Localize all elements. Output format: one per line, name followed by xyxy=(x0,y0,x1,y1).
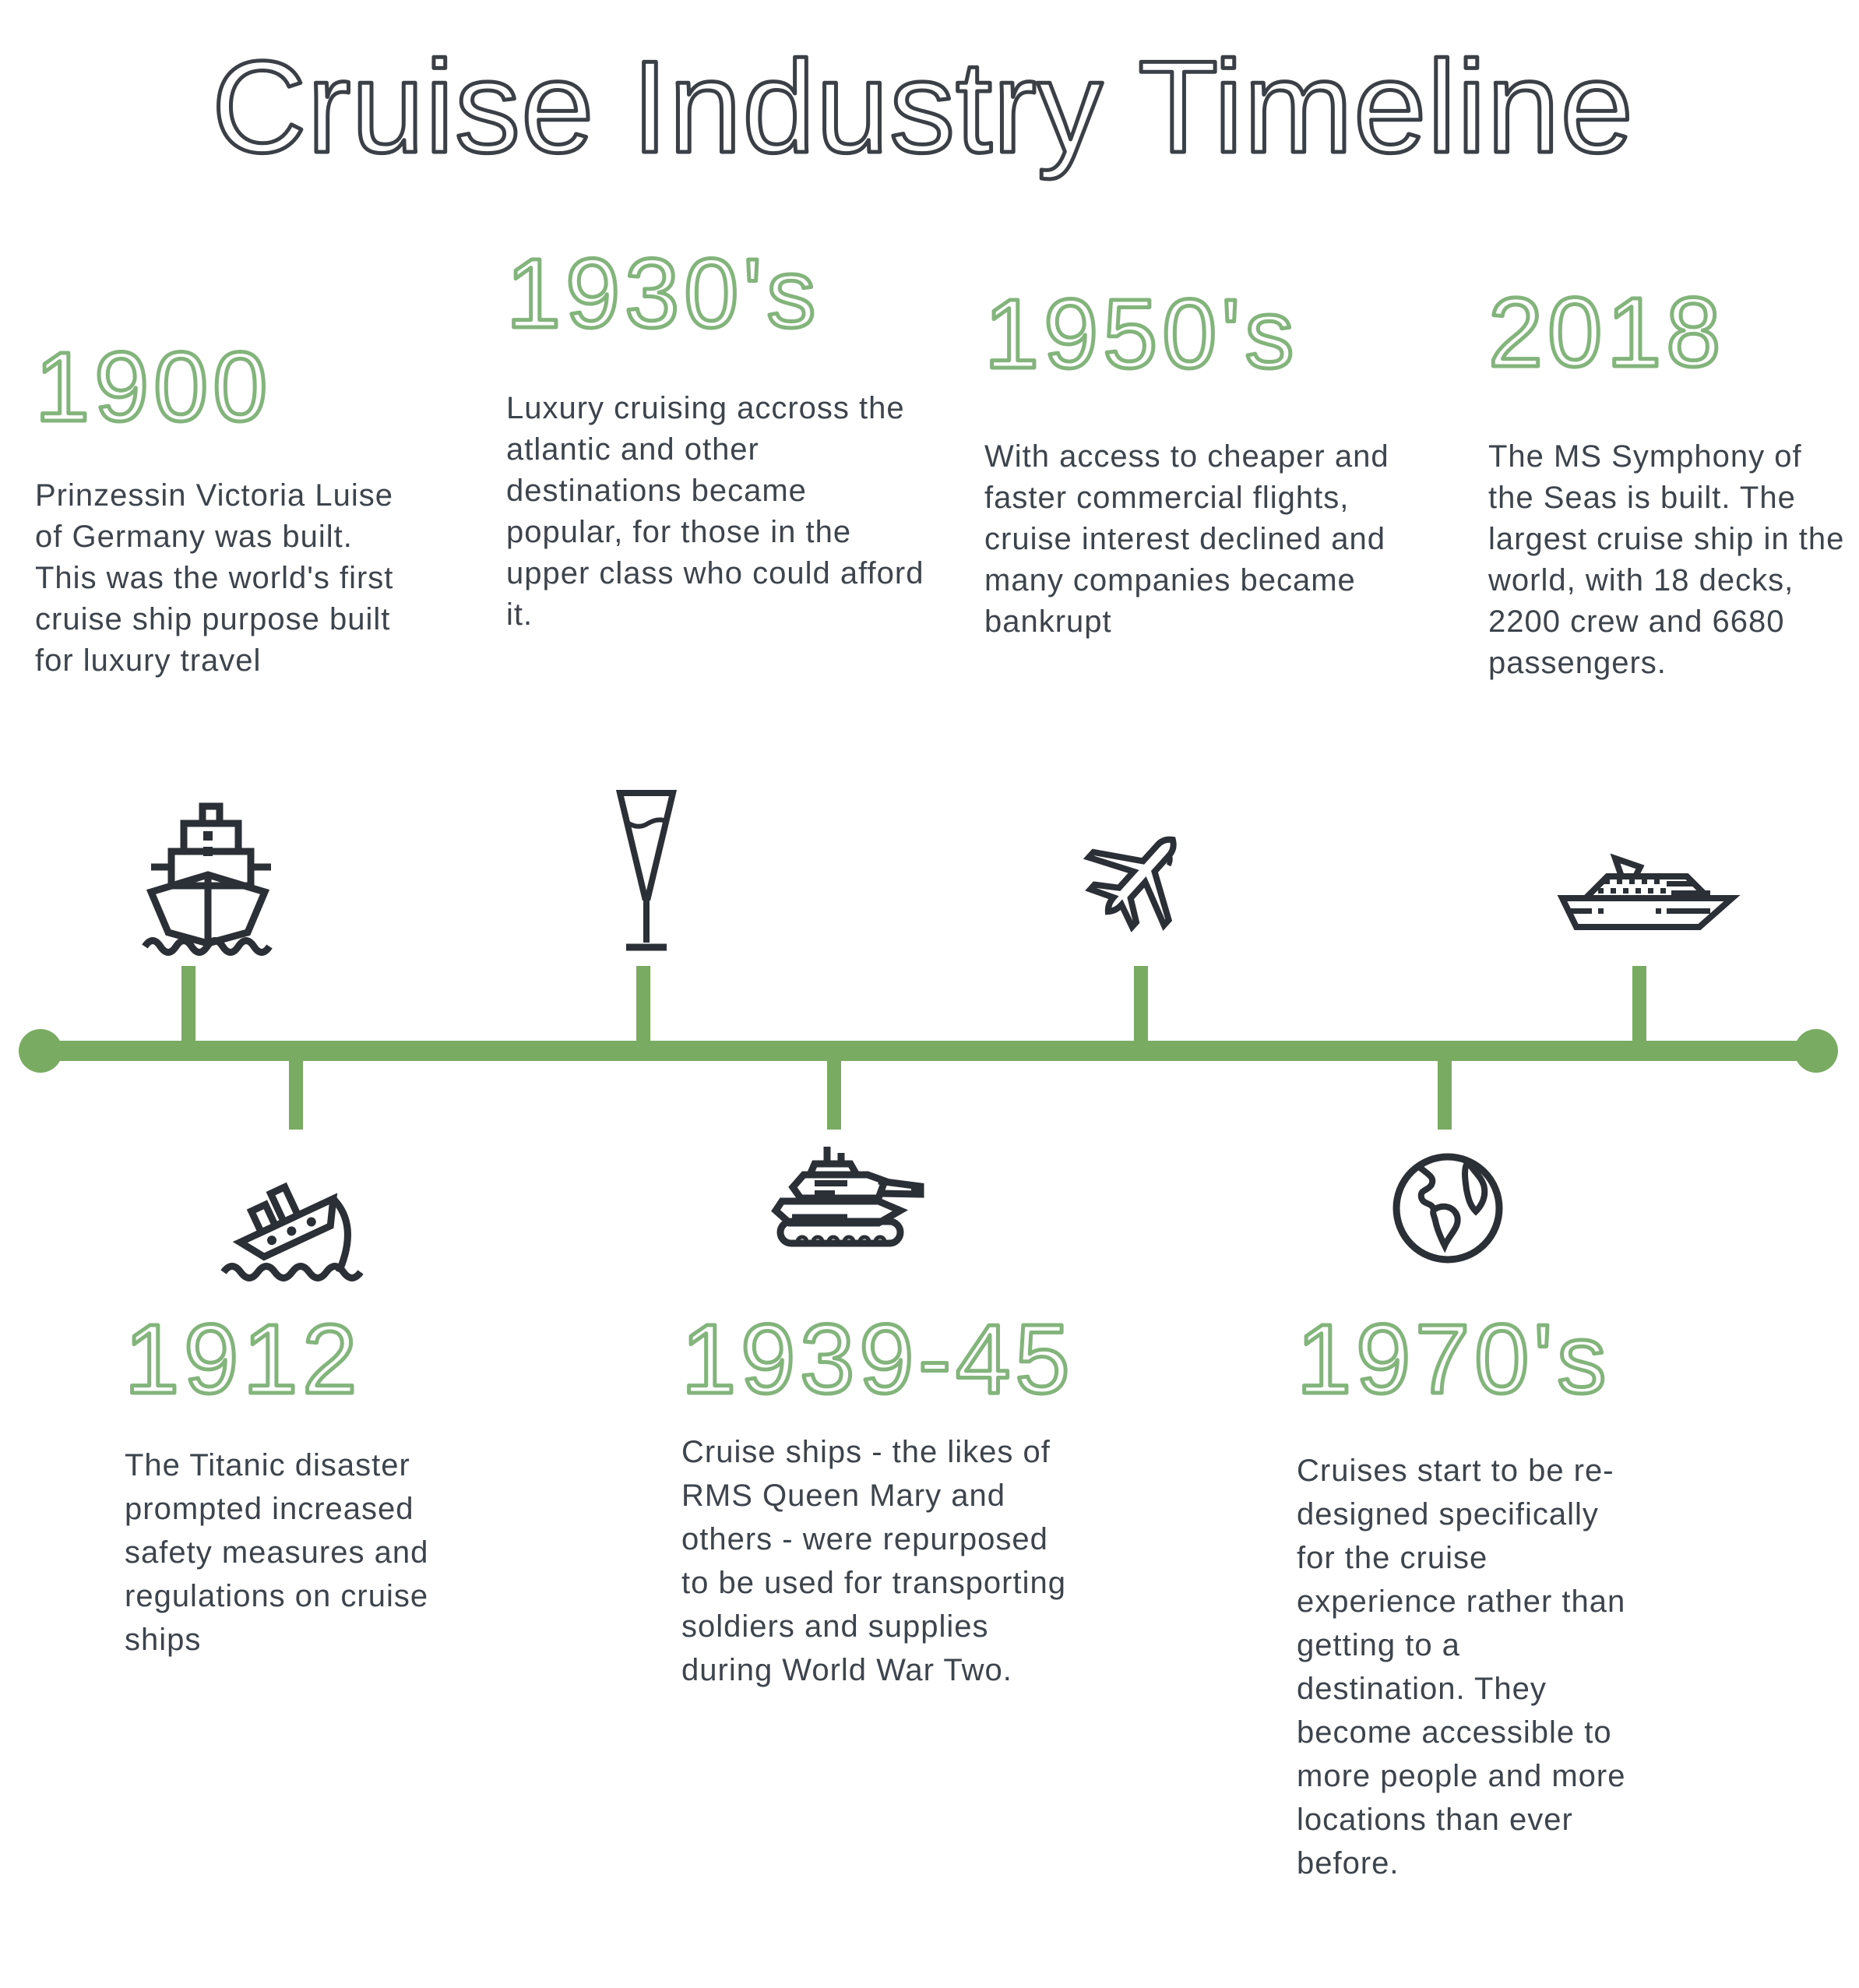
svg-text:1912: 1912 xyxy=(125,1304,361,1414)
svg-text:1930's: 1930's xyxy=(506,238,820,348)
tick-1930s xyxy=(636,966,650,1044)
tank-icon xyxy=(771,1147,924,1247)
page-title-text: Cruise Industry Timeline xyxy=(212,33,1634,180)
event-1970s: 1970's Cruises start to be re-designed s… xyxy=(1295,1299,1635,1885)
event-1930s-description: Luxury cruising accross the atlantic and… xyxy=(506,391,924,632)
timeline-start-cap xyxy=(19,1029,62,1073)
steamship-front-icon xyxy=(142,802,273,956)
event-2018-year: 2018 xyxy=(1487,276,1725,389)
event-1950s-description: With access to cheaper and faster commer… xyxy=(984,439,1389,639)
event-2018-description: The MS Symphony of the Seas is built. Th… xyxy=(1488,439,1845,680)
svg-text:1970's: 1970's xyxy=(1297,1304,1611,1414)
tick-1970s xyxy=(1438,1058,1452,1130)
event-1939-45-year: 1939-45 xyxy=(680,1302,1074,1416)
svg-text:1939-45: 1939-45 xyxy=(681,1304,1074,1414)
event-1970s-description: Cruises start to be re-designed specific… xyxy=(1297,1454,1626,1880)
event-1912-year: 1912 xyxy=(123,1302,361,1416)
event-1930s-year: 1930's xyxy=(505,237,820,351)
timeline-bar xyxy=(37,1041,1816,1061)
svg-text:1900: 1900 xyxy=(35,332,272,442)
event-1912: 1912 The Titanic disaster prompted incre… xyxy=(123,1299,498,1662)
tick-1950s xyxy=(1134,966,1148,1044)
event-1939-45-description: Cruise ships - the likes of RMS Queen Ma… xyxy=(681,1435,1066,1687)
svg-text:2018: 2018 xyxy=(1488,277,1725,387)
cruise-ship-icon xyxy=(1557,853,1741,930)
page-title: Cruise Industry Timeline xyxy=(210,32,1635,182)
event-1900-description: Prinzessin Victoria Luise of Germany was… xyxy=(35,478,394,678)
event-2018: 2018 The MS Symphony of the Seas is buil… xyxy=(1487,273,1854,684)
event-1912-description: The Titanic disaster prompted increased … xyxy=(125,1448,429,1657)
event-1900: 1900 Prinzessin Victoria Luise of German… xyxy=(33,327,409,682)
airplane-icon xyxy=(1083,836,1177,932)
event-1950s-year: 1950's xyxy=(983,277,1298,391)
champagne-flute-icon xyxy=(615,790,678,951)
event-1950s: 1950's With access to cheaper and faster… xyxy=(983,274,1405,643)
sinking-ship-icon xyxy=(220,1182,364,1281)
svg-text:1950's: 1950's xyxy=(984,279,1298,389)
tick-2018 xyxy=(1632,966,1646,1044)
event-1970s-year: 1970's xyxy=(1295,1302,1611,1416)
event-1930s: 1930's Luxury cruising accross the atlan… xyxy=(505,234,931,636)
tick-1900 xyxy=(181,966,195,1044)
timeline-end-cap xyxy=(1794,1029,1838,1073)
tick-1912 xyxy=(289,1058,303,1130)
globe-icon xyxy=(1392,1153,1503,1264)
event-1900-year: 1900 xyxy=(33,330,272,444)
tick-1939-45 xyxy=(827,1058,841,1130)
event-1939-45: 1939-45 Cruise ships - the likes of RMS … xyxy=(680,1299,1083,1692)
